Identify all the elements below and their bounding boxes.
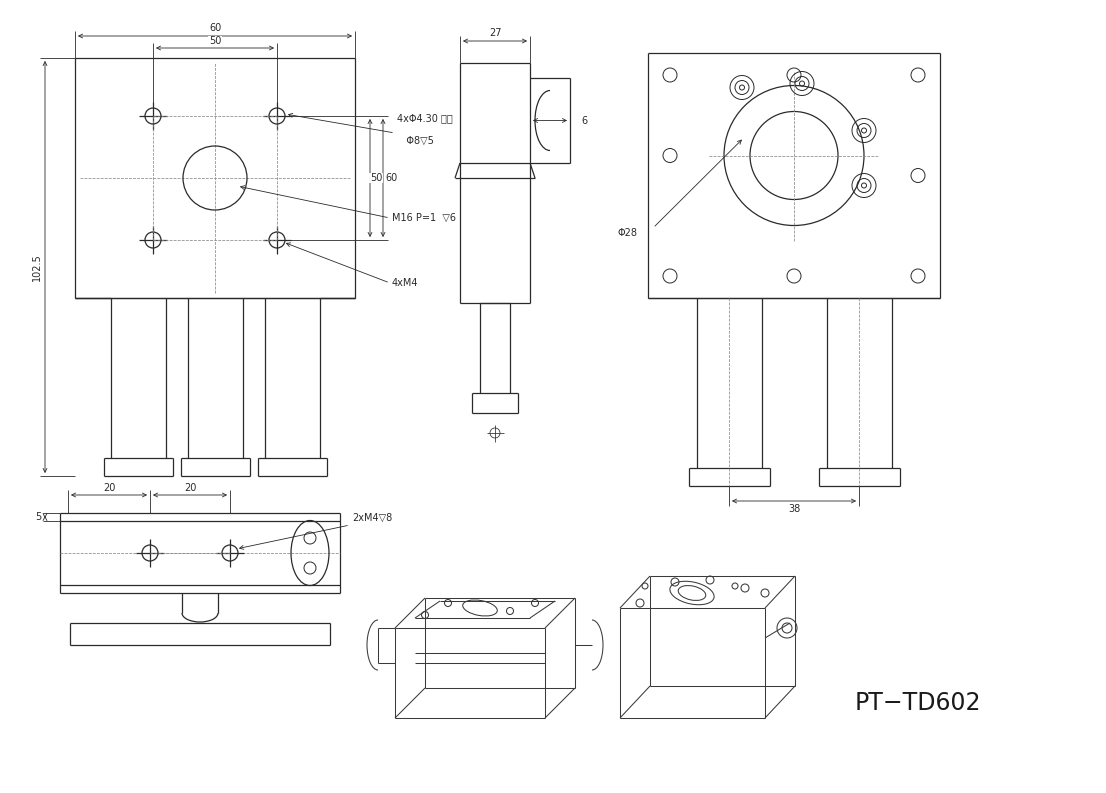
Text: 4xM4: 4xM4 bbox=[392, 278, 418, 288]
Text: 4xΦ4.30 贯穿: 4xΦ4.30 贯穿 bbox=[397, 113, 452, 123]
Text: 2xM4▽8: 2xM4▽8 bbox=[352, 513, 393, 523]
Text: 6: 6 bbox=[581, 116, 587, 125]
Text: 38: 38 bbox=[787, 504, 800, 514]
Text: 5: 5 bbox=[35, 512, 41, 522]
Text: M16 P=1  ▽6: M16 P=1 ▽6 bbox=[392, 213, 456, 223]
Text: 50: 50 bbox=[369, 173, 383, 183]
Text: 20: 20 bbox=[103, 483, 115, 493]
Text: 50: 50 bbox=[209, 36, 221, 46]
Text: 27: 27 bbox=[489, 28, 501, 38]
Text: 102.5: 102.5 bbox=[32, 253, 42, 281]
Text: 60: 60 bbox=[209, 23, 221, 33]
Text: PT−TD602: PT−TD602 bbox=[855, 691, 981, 715]
Text: 60: 60 bbox=[385, 173, 397, 183]
Text: 20: 20 bbox=[184, 483, 196, 493]
Text: Φ8▽5: Φ8▽5 bbox=[397, 136, 434, 146]
Text: Φ28: Φ28 bbox=[618, 228, 638, 238]
